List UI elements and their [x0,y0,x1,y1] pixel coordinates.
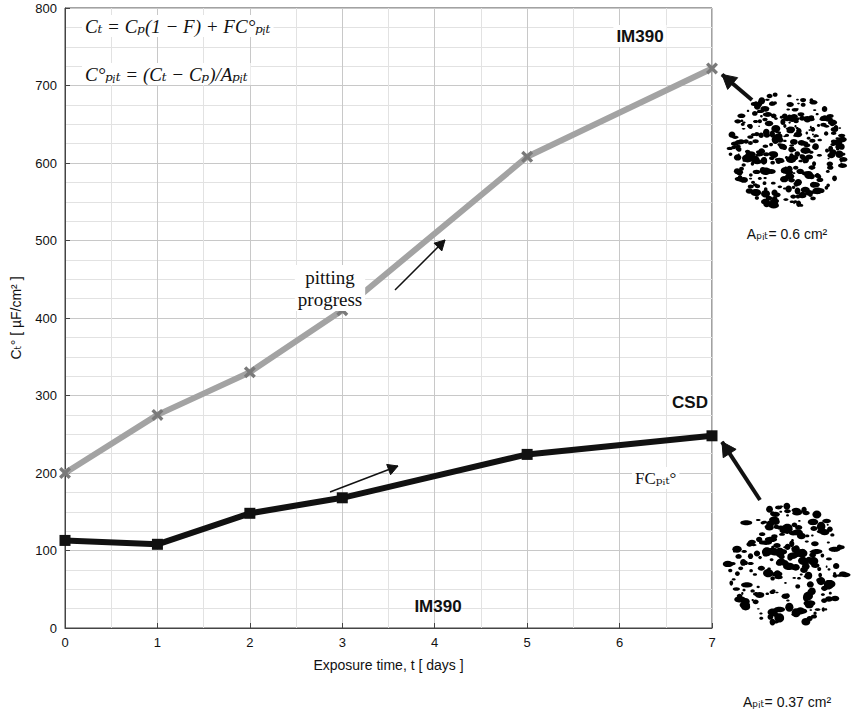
svg-text:700: 700 [35,78,57,93]
svg-text:800: 800 [35,1,57,16]
svg-text:400: 400 [35,311,57,326]
svg-text:CSD: CSD [672,393,708,412]
svg-text:IM390: IM390 [616,27,663,46]
svg-text:5: 5 [524,635,531,650]
svg-text:Cₜ = Cₚ(1 − F) + FC°ₚᵢₜ: Cₜ = Cₚ(1 − F) + FC°ₚᵢₜ [85,16,271,38]
svg-text:FCₚᵢₜ°: FCₚᵢₜ° [635,469,676,488]
svg-text:progress: progress [298,289,362,310]
svg-text:500: 500 [35,233,57,248]
svg-text:0: 0 [61,635,68,650]
svg-text:7: 7 [708,635,715,650]
svg-text:C°ₚᵢₜ = (Cₜ − Cₚ)/Aₚᵢₜ: C°ₚᵢₜ = (Cₜ − Cₚ)/Aₚᵢₜ [85,64,248,86]
svg-text:3: 3 [339,635,346,650]
svg-text:Aₚᵢₜ= 0.37 cm²: Aₚᵢₜ= 0.37 cm² [743,694,832,710]
svg-text:6: 6 [616,635,623,650]
svg-text:Aₚᵢₜ= 0.6 cm²: Aₚᵢₜ= 0.6 cm² [747,226,828,242]
svg-text:4: 4 [431,635,438,650]
svg-text:600: 600 [35,156,57,171]
svg-text:2: 2 [246,635,253,650]
svg-text:100: 100 [35,543,57,558]
svg-text:200: 200 [35,466,57,481]
svg-text:1: 1 [154,635,161,650]
svg-text:Cₜ° [ µF/cm² ]: Cₜ° [ µF/cm² ] [8,276,24,359]
svg-text:0: 0 [50,621,57,636]
svg-text:300: 300 [35,388,57,403]
svg-text:IM390: IM390 [414,597,461,616]
svg-text:Exposure time, t [ days ]: Exposure time, t [ days ] [313,657,463,673]
svg-text:pitting: pitting [305,267,355,288]
